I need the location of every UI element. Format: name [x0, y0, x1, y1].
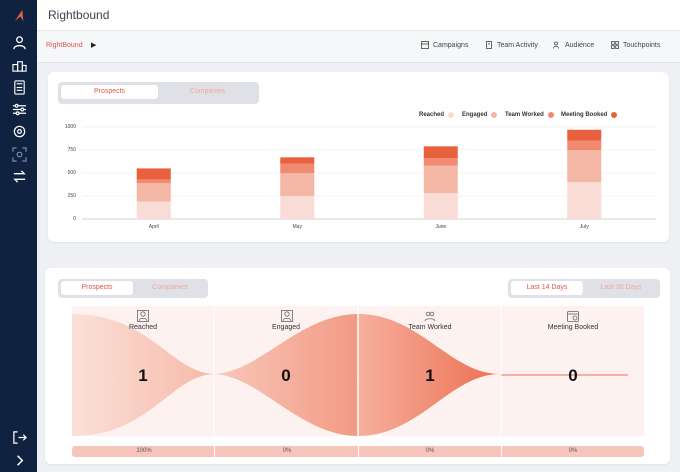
y-tick-label: 250 — [67, 193, 76, 199]
legend-team-worked-label: Team Worked — [505, 112, 544, 118]
user-icon[interactable] — [10, 33, 28, 51]
stage-count-reached: 1 — [138, 366, 148, 385]
legend-engaged-swatch — [491, 112, 498, 118]
legend-reached: Reached — [419, 112, 455, 118]
conversion-divider — [501, 446, 502, 457]
date-range-toggle: Last 14 Days Last 30 Days — [508, 279, 660, 298]
funnel-toggle: Prospects Companies — [58, 279, 208, 298]
logo-icon[interactable] — [10, 6, 28, 24]
sub-nav: RightBound ▶ Campaigns Team Activity Aud… — [37, 31, 680, 63]
legend-engaged: Engaged — [462, 112, 498, 118]
range-last-30-days[interactable]: Last 30 Days — [600, 284, 642, 291]
legend-meeting-booked: Meeting Booked — [561, 112, 618, 118]
tab-companies[interactable]: Companies — [189, 88, 226, 95]
team-activity-icon — [486, 41, 492, 49]
funnel-tab-prospects[interactable]: Prospects — [61, 281, 133, 295]
funnel-tab-companies[interactable]: Companies — [152, 284, 188, 291]
y-tick-label: 1000 — [64, 124, 76, 130]
nav-audience-label: Audience — [565, 41, 595, 49]
top-bar: Rightbound — [37, 0, 680, 31]
reached-stage-icon — [137, 309, 149, 322]
conversion-bar: 100% 0% 0% 0% — [72, 446, 644, 457]
nav-team-activity[interactable]: Team Activity — [485, 41, 538, 49]
settings-gear-icon[interactable] — [10, 122, 28, 140]
conversion-pct-reached: 100% — [136, 448, 152, 454]
touchpoints-icon — [611, 41, 619, 49]
funnel-segment-team-worked — [358, 314, 500, 436]
range-last-14-days[interactable]: Last 14 Days — [511, 281, 583, 295]
legend-reached-swatch — [448, 112, 455, 118]
legend-reached-label: Reached — [419, 112, 445, 118]
legend-team-worked: Team Worked — [505, 112, 554, 118]
campaigns-icon — [421, 41, 429, 49]
scan-icon[interactable] — [10, 145, 28, 163]
conversion-pct-engaged: 0% — [282, 448, 292, 454]
chart-toggle: Prospects Companies — [58, 82, 259, 104]
x-tick-label: May — [292, 224, 302, 230]
nav-campaigns[interactable]: Campaigns — [421, 41, 468, 49]
legend-meeting-booked-label: Meeting Booked — [561, 112, 608, 118]
stage-label-engaged: Engaged — [271, 324, 301, 331]
sliders-icon[interactable] — [10, 100, 28, 118]
breadcrumb-caret-icon[interactable]: ▶ — [91, 42, 97, 49]
conversion-pct-team-worked: 0% — [425, 448, 435, 454]
expand-chevron-icon[interactable] — [10, 451, 28, 469]
stage-count-team-worked: 1 — [425, 366, 435, 385]
calculator-icon[interactable] — [10, 78, 28, 96]
x-tick-label: April — [148, 224, 159, 230]
x-tick-label: June — [435, 224, 447, 230]
stage-label-meeting-booked: Meeting Booked — [547, 324, 599, 331]
stage-label-team-worked: Team Worked — [408, 324, 452, 331]
tab-prospects[interactable]: Prospects — [61, 85, 158, 99]
conversion-divider — [358, 446, 359, 457]
sidebar — [0, 0, 37, 472]
funnel-segment-engaged — [214, 314, 358, 436]
funnel-segment-reached — [72, 314, 214, 436]
nav-audience[interactable]: Audience — [553, 41, 594, 49]
stage-label-reached: Reached — [128, 324, 158, 331]
team-worked-stage-icon — [424, 309, 436, 322]
nav-touchpoints-label: Touchpoints — [623, 41, 661, 49]
legend-engaged-label: Engaged — [462, 112, 488, 118]
y-tick-label: 500 — [67, 170, 76, 176]
legend-meeting-booked-swatch — [611, 112, 618, 118]
stage-count-meeting-booked: 0 — [568, 366, 578, 385]
audience-icon — [553, 41, 559, 49]
buildings-icon[interactable] — [10, 56, 28, 74]
nav-touchpoints[interactable]: Touchpoints — [611, 41, 660, 49]
breadcrumb[interactable]: RightBound — [46, 42, 83, 49]
calendar-stage-icon — [567, 309, 579, 322]
x-tick-label: July — [579, 224, 589, 230]
stage-count-engaged: 0 — [281, 366, 291, 385]
engaged-stage-icon — [281, 309, 293, 322]
legend-team-worked-swatch — [547, 112, 554, 118]
swap-arrows-icon[interactable] — [10, 167, 28, 185]
nav-team-activity-label: Team Activity — [497, 41, 538, 49]
conversion-divider — [214, 446, 215, 457]
conversion-pct-meeting-booked: 0% — [568, 448, 578, 454]
y-tick-label: 750 — [67, 147, 76, 153]
y-tick-label: 0 — [73, 216, 76, 222]
nav-campaigns-label: Campaigns — [433, 41, 469, 49]
app-title: Rightbound — [48, 8, 110, 22]
logout-icon[interactable] — [10, 428, 28, 446]
